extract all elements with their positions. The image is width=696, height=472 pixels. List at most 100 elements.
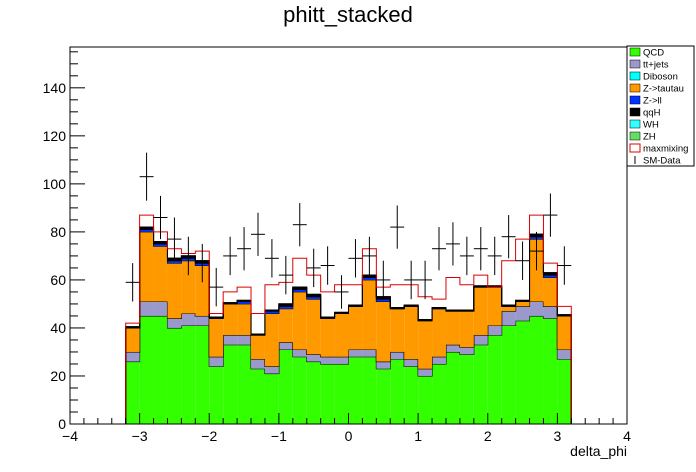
legend-label: Diboson <box>643 72 678 83</box>
legend-swatch <box>629 83 641 93</box>
bar-z-ll <box>376 299 391 302</box>
bar-z-tautau <box>153 246 168 302</box>
bar-qcd <box>306 361 321 424</box>
bar-qcd <box>278 349 293 424</box>
bar-tt-jets <box>195 315 210 326</box>
x-tick-label: −1 <box>271 428 287 444</box>
x-tick-label: 2 <box>484 428 492 444</box>
bar-qcd <box>529 315 544 424</box>
bar-tt-jets <box>139 301 154 316</box>
x-tick-label: 1 <box>414 428 422 444</box>
bar-qcd <box>487 335 502 424</box>
bar-z-tautau <box>125 327 140 352</box>
bar-tt-jets <box>153 301 168 316</box>
data-point <box>348 239 363 278</box>
bar-tt-jets <box>167 318 182 328</box>
bar-tt-jets <box>529 301 544 316</box>
bar-qqh <box>237 300 252 302</box>
bar-tt-jets <box>292 349 307 357</box>
legend-label: WH <box>643 120 659 131</box>
bar-qcd <box>223 344 238 424</box>
bar-qcd <box>501 325 516 424</box>
data-point <box>459 236 474 276</box>
data-point <box>181 236 196 276</box>
bar-z-ll <box>292 289 307 292</box>
bar-qqh <box>362 275 377 278</box>
bar-tt-jets <box>237 335 252 345</box>
legend-item-diboson: Diboson <box>629 71 678 83</box>
bar-z-tautau <box>362 279 377 350</box>
y-tick-label: 120 <box>43 128 67 144</box>
bar-tt-jets <box>432 356 446 364</box>
bar-qqh <box>501 305 516 307</box>
bar-z-tautau <box>251 335 265 360</box>
legend-label: maxmixing <box>643 144 688 155</box>
bar-z-tautau <box>334 313 349 357</box>
bar-qcd <box>557 359 572 424</box>
bar-z-tautau <box>348 306 363 350</box>
legend-swatch <box>629 71 641 81</box>
bar-qqh <box>473 285 488 288</box>
bar-qqh <box>459 309 474 312</box>
bar-qcd <box>125 361 140 424</box>
bar-tt-jets <box>404 359 419 367</box>
bar-tt-jets <box>418 368 433 376</box>
bar-z-tautau <box>418 320 433 369</box>
bar-qqh <box>320 317 335 319</box>
bar-qqh <box>139 227 154 230</box>
bar-qcd <box>515 320 530 424</box>
y-tick-label: 80 <box>50 224 66 240</box>
legend-label: ZH <box>643 132 656 143</box>
bar-qqh <box>515 300 530 302</box>
bar-qcd <box>153 315 168 424</box>
y-tick-label: 0 <box>58 416 66 432</box>
bar-tt-jets <box>362 349 377 357</box>
sm-data-points <box>125 152 572 309</box>
y-tick-label: 100 <box>43 176 67 192</box>
data-point <box>487 236 502 276</box>
bar-z-tautau <box>543 277 558 307</box>
data-point <box>153 195 168 240</box>
legend-label: SM-Data <box>643 156 681 167</box>
bar-qqh <box>153 241 168 244</box>
data-point <box>139 152 154 201</box>
bar-tt-jets <box>557 349 572 360</box>
data-point <box>515 241 530 280</box>
bar-z-tautau <box>473 287 488 336</box>
legend-item-wh: WH <box>629 120 659 131</box>
bar-z-tautau <box>237 303 252 336</box>
legend-swatch <box>629 143 641 153</box>
bar-z-tautau <box>432 308 446 357</box>
bar-qqh <box>390 307 405 309</box>
bar-qcd <box>362 356 377 424</box>
data-point <box>543 193 558 237</box>
bar-tt-jets <box>515 306 530 321</box>
legend-item-qqh: qqH <box>629 108 661 119</box>
x-tick-label: 0 <box>345 428 353 444</box>
bar-tt-jets <box>543 306 558 319</box>
data-point <box>404 260 419 300</box>
legend-item-tt-jets: tt+jets <box>629 60 669 71</box>
bar-qcd <box>473 344 488 424</box>
bar-qqh <box>306 294 321 297</box>
y-tick-label: 140 <box>43 80 67 96</box>
data-point <box>125 263 140 302</box>
bar-qcd <box>459 354 474 424</box>
bar-z-tautau <box>404 306 419 360</box>
bar-qcd <box>237 344 252 424</box>
data-point <box>432 227 446 271</box>
bar-tt-jets <box>473 335 488 345</box>
legend-swatch <box>629 47 641 57</box>
bar-z-tautau <box>390 308 405 352</box>
bar-tt-jets <box>445 344 460 352</box>
data-point <box>362 236 377 276</box>
legend-item-maxmixing: maxmixing <box>629 143 688 155</box>
y-tick-label: 20 <box>50 368 66 384</box>
bar-z-tautau <box>195 265 210 316</box>
bar-qcd <box>348 356 363 424</box>
legend-swatch <box>629 95 641 105</box>
data-point <box>306 248 321 288</box>
outline-zh <box>125 226 572 424</box>
bar-z-ll <box>264 311 279 314</box>
